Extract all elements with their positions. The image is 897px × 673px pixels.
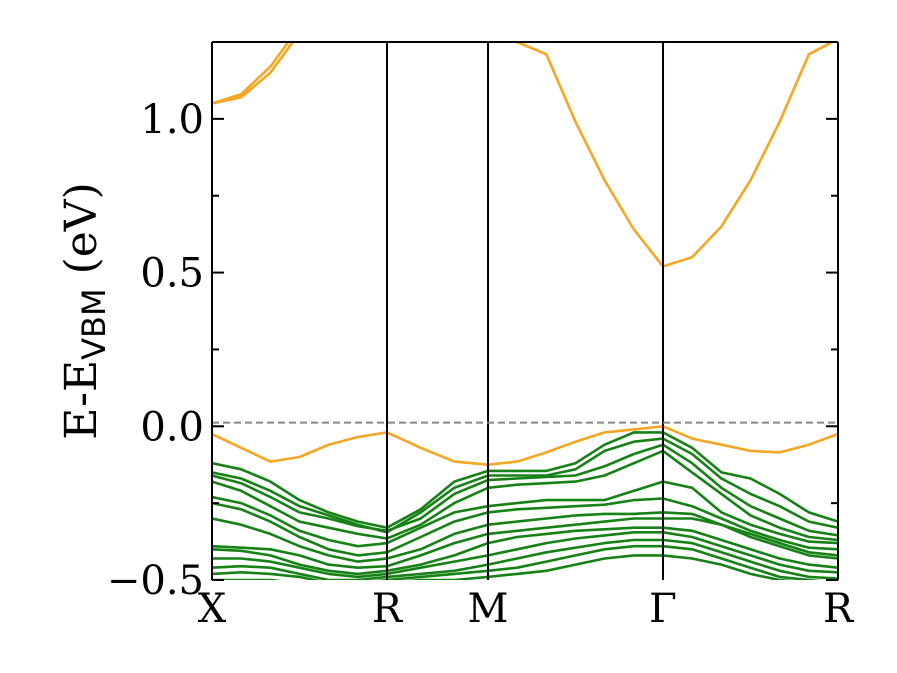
conduction-band-3	[212, 425, 838, 466]
valence-band-5	[212, 437, 838, 534]
valence-band-16	[212, 554, 792, 580]
y-axis-label-subscript: VBM	[75, 288, 113, 359]
valence-band-8	[212, 480, 838, 548]
high-symmetry-lines	[385, 42, 665, 580]
valence-band-15	[212, 544, 822, 580]
valence-band-14	[212, 538, 838, 580]
valence-band-7	[212, 449, 838, 542]
x-tick-label: R	[823, 586, 855, 632]
y-axis-label: E-EVBM (eV)	[56, 182, 113, 440]
x-tick-label: M	[468, 586, 509, 632]
valence-band-10	[212, 511, 838, 563]
conduction-band-0	[212, 42, 295, 105]
valence-band-4	[212, 431, 838, 529]
valence-band-11	[212, 517, 838, 569]
valence-band-12	[212, 526, 838, 576]
conduction-band-2	[516, 42, 835, 268]
conduction-band-1	[212, 42, 290, 105]
valence-band-9	[212, 497, 838, 557]
axes-frame	[211, 41, 839, 580]
valence-band-13	[212, 531, 838, 579]
y-tick-label: 0.0	[140, 404, 204, 450]
y-ticks: −0.5 0.0 0.5 1.0	[107, 41, 838, 604]
x-tick-label: X	[198, 586, 227, 632]
valence-band-6	[212, 443, 838, 537]
x-tick-label: Γ	[649, 586, 677, 632]
y-tick-label: −0.5	[107, 558, 204, 604]
y-tick-label: 1.0	[140, 97, 204, 143]
y-axis-label-suffix: (eV)	[56, 182, 107, 288]
y-axis-label-prefix: E-E	[56, 360, 107, 440]
y-tick-label: 0.5	[140, 251, 204, 297]
x-tick-label: R	[372, 586, 404, 632]
band-lines	[212, 42, 838, 580]
